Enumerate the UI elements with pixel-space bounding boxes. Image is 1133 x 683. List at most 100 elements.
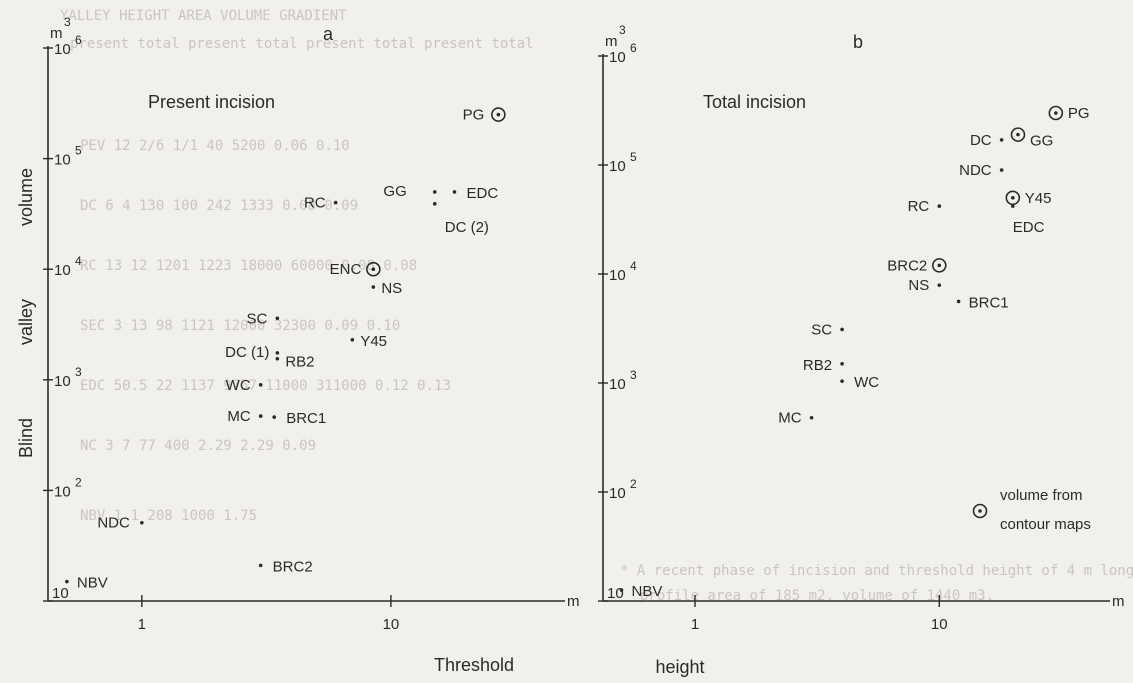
svg-text:NC 3 7 77 40: NC 3 7 77 400 2.29 2.29 0.09: [80, 438, 316, 454]
x-axis-title-word-2: height: [655, 657, 704, 677]
point-label: NS: [908, 277, 929, 294]
x-tick-label: 1: [138, 616, 146, 633]
data-point: GG: [383, 183, 437, 200]
x-unit-label: m: [567, 593, 580, 610]
point-label: DC: [970, 132, 992, 149]
svg-text:NBV 1 1 20: NBV 1 1 208 1000 1.75: [80, 508, 257, 524]
data-point: DC: [970, 132, 1004, 149]
legend-label-line-2: contour maps: [1000, 516, 1091, 533]
point-marker-center: [1011, 196, 1015, 200]
y-axis-title: Blind valley volume: [16, 168, 36, 458]
y-unit-label: m: [605, 33, 618, 50]
data-point: WC: [226, 377, 263, 394]
point-marker-ring: [491, 107, 506, 122]
data-point: Y45: [1005, 190, 1052, 207]
point-marker-dot: [333, 200, 338, 205]
data-point: RC: [908, 198, 942, 215]
data-point: NBV: [619, 583, 662, 600]
y-axis-title-word-2: valley: [16, 299, 36, 345]
data-point: RB2: [803, 357, 844, 374]
y-tick-label-exponent: 6: [630, 41, 637, 55]
point-label: DC (2): [445, 219, 489, 236]
y-tick-label: 10: [609, 267, 626, 284]
point-label: SC: [811, 321, 832, 338]
point-marker-dot: [275, 316, 280, 321]
point-label: BRC2: [887, 257, 927, 274]
data-point: NS: [371, 280, 402, 297]
point-marker-dot: [937, 204, 942, 208]
point-marker-dot: [1011, 204, 1015, 208]
panel-title: Present incision: [148, 92, 275, 112]
point-marker-dot: [258, 414, 263, 418]
data-point: BRC2: [258, 558, 313, 575]
y-tick-label: 10: [54, 483, 71, 500]
y-tick-label-exponent: 2: [630, 477, 637, 491]
data-point: SC: [247, 310, 280, 327]
point-label: EDC: [1013, 219, 1045, 236]
point-marker-dot: [258, 383, 263, 387]
point-label: RB2: [803, 357, 832, 374]
data-point: SC: [811, 321, 844, 338]
point-marker-dot: [999, 168, 1004, 172]
point-marker-center: [1054, 111, 1058, 115]
y-tick-label: 10: [54, 152, 71, 169]
point-label: NDC: [97, 515, 130, 532]
y-tick-label: 10: [607, 585, 624, 602]
y-tick-label: 10: [54, 262, 71, 279]
y-tick-label: 10: [609, 485, 626, 502]
point-label: DC (1): [225, 344, 269, 361]
y-tick-label: 10: [54, 41, 71, 58]
point-marker-center: [371, 267, 376, 272]
data-point: EDC: [452, 185, 498, 202]
data-point: MC: [227, 408, 263, 425]
point-marker-dot: [809, 415, 814, 420]
data-point: EDC: [1011, 204, 1045, 236]
svg-text:PEV 12 2/6 1/1: PEV 12 2/6 1/1 40 5200 0.06 0.10: [80, 138, 350, 154]
point-marker-center: [937, 263, 942, 268]
point-label: PG: [1068, 105, 1090, 122]
data-point: NDC: [959, 162, 1004, 179]
y-axis-title-word-3: volume: [16, 168, 36, 226]
y-tick-label-exponent: 2: [75, 475, 82, 489]
point-label: GG: [1030, 133, 1053, 150]
svg-text:YALLEY HEIGHT AREA: YALLEY HEIGHT AREA VOLUME GRADIENT: [60, 8, 347, 24]
point-marker-dot: [937, 283, 942, 287]
data-point: NDC: [97, 515, 144, 532]
point-marker-dot: [140, 520, 144, 525]
legend-ring-marker: [972, 503, 988, 519]
y-tick-label-exponent: 4: [630, 259, 637, 273]
point-label: BRC1: [969, 294, 1009, 311]
panel-title: Total incision: [703, 92, 806, 112]
y-tick-label-exponent: 5: [630, 150, 637, 164]
point-marker-dot: [432, 202, 437, 206]
x-unit-label: m: [1112, 593, 1125, 610]
point-marker-dot: [619, 588, 624, 592]
svg-text:DC 6 4 130 100: DC 6 4 130 100 242 1333 0.08 0.09: [80, 198, 358, 214]
data-point: PG: [463, 107, 506, 124]
show-through-text: YALLEY HEIGHT AREA VOLUME GRADIENT prese…: [60, 8, 1133, 604]
data-point: MC: [778, 410, 814, 427]
data-point: DC (1): [225, 344, 280, 361]
data-point: BRC2: [887, 257, 947, 274]
point-label: NBV: [631, 583, 662, 600]
point-label: GG: [383, 183, 406, 200]
point-label: WC: [854, 374, 879, 391]
point-marker-dot: [371, 285, 376, 289]
data-point: NBV: [65, 575, 108, 592]
svg-text:present total present tota: present total present total present tota…: [70, 36, 534, 52]
data-point: DC (2): [432, 202, 489, 236]
point-marker-dot: [275, 356, 280, 361]
legend: volume from contour maps: [972, 487, 1091, 533]
y-tick-label-exponent: 3: [630, 368, 637, 382]
y-tick-label: 10: [52, 585, 69, 602]
y-tick-label-exponent: 4: [75, 254, 82, 268]
data-point: GG: [1010, 127, 1053, 150]
x-tick-label: 1: [691, 616, 699, 633]
panel-letter: b: [853, 32, 863, 52]
point-marker-dot: [432, 190, 437, 194]
point-label: PG: [463, 107, 485, 124]
x-axis-title-word-1: Threshold: [434, 655, 514, 675]
data-point: BRC1: [956, 294, 1009, 311]
